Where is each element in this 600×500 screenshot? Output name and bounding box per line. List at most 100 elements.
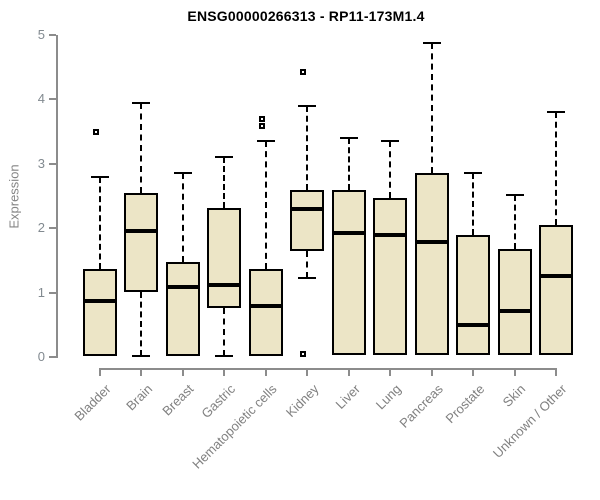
outlier-hematopoietic-cells xyxy=(258,115,265,122)
upper-whisker-pancreas xyxy=(430,43,433,174)
median-skin xyxy=(497,308,532,313)
x-axis-tick xyxy=(306,370,309,376)
box-brain xyxy=(124,192,159,292)
upper-whisker-cap-pancreas xyxy=(422,42,441,45)
median-lung xyxy=(373,232,408,237)
x-tick-label: Prostate xyxy=(442,381,487,427)
upper-whisker-cap-prostate xyxy=(464,172,483,175)
box-unknown-other xyxy=(539,224,573,356)
lower-whisker-cap-gastric xyxy=(215,354,234,357)
x-tick-label: Breast xyxy=(159,381,197,419)
y-axis-tick xyxy=(49,34,56,36)
median-liver xyxy=(331,231,366,236)
box-skin xyxy=(497,248,532,356)
box-pancreas xyxy=(414,173,449,356)
upper-whisker-cap-bladder xyxy=(91,175,109,178)
outlier-bladder xyxy=(93,128,99,135)
lower-whisker-cap-brain xyxy=(132,354,151,357)
box-kidney xyxy=(290,189,325,251)
y-axis-tick xyxy=(49,227,56,230)
upper-whisker-bladder xyxy=(99,176,101,269)
median-unknown-other xyxy=(539,273,573,278)
box-prostate xyxy=(456,235,491,356)
upper-whisker-liver xyxy=(347,138,350,190)
x-tick-label: Pancreas xyxy=(396,381,446,431)
chart-title: ENSG00000266313 - RP11-173M1.4 xyxy=(187,8,425,24)
x-axis-tick xyxy=(555,370,557,376)
x-axis-tick xyxy=(430,370,433,376)
upper-whisker-cap-hematopoietic-cells xyxy=(256,140,275,143)
y-axis-title: Expression xyxy=(6,164,22,229)
upper-whisker-cap-gastric xyxy=(215,156,234,159)
upper-whisker-cap-breast xyxy=(173,172,192,175)
x-tick-label: Kidney xyxy=(282,381,322,421)
x-tick-label: Gastric xyxy=(198,381,239,422)
y-axis-line xyxy=(56,35,58,358)
outlier-hematopoietic-cells xyxy=(258,122,265,129)
y-axis-tick xyxy=(49,162,56,165)
upper-whisker-prostate xyxy=(472,173,475,236)
x-tick-label: Bladder xyxy=(71,381,114,424)
y-tick-label: 1 xyxy=(37,284,45,300)
median-bladder xyxy=(83,298,117,303)
upper-whisker-cap-unknown-other xyxy=(547,111,565,114)
y-axis-tick xyxy=(49,98,56,101)
x-tick-label: Skin xyxy=(499,381,529,410)
lower-whisker-kidney xyxy=(306,250,309,279)
upper-whisker-cap-brain xyxy=(132,101,151,104)
upper-whisker-hematopoietic-cells xyxy=(264,141,267,269)
x-axis-tick xyxy=(140,370,143,376)
y-tick-label: 5 xyxy=(37,27,45,42)
median-gastric xyxy=(207,282,242,287)
median-brain xyxy=(124,229,159,234)
y-tick-label: 3 xyxy=(37,155,45,171)
box-breast xyxy=(165,262,200,356)
box-lung xyxy=(373,197,408,356)
upper-whisker-kidney xyxy=(306,105,309,190)
x-axis-tick xyxy=(223,370,226,376)
box-gastric xyxy=(207,208,242,309)
lower-whisker-gastric xyxy=(223,308,226,356)
upper-whisker-unknown-other xyxy=(555,112,557,225)
median-kidney xyxy=(290,206,325,211)
x-tick-label: Liver xyxy=(332,381,363,412)
upper-whisker-skin xyxy=(513,194,516,249)
x-tick-label: Brain xyxy=(123,381,156,414)
x-axis-tick xyxy=(99,370,101,376)
median-breast xyxy=(165,284,200,289)
x-tick-label: Unknown / Other xyxy=(490,381,570,461)
x-axis-line xyxy=(99,368,557,370)
median-prostate xyxy=(456,322,491,327)
upper-whisker-brain xyxy=(140,102,143,193)
box-hematopoietic-cells xyxy=(248,268,283,356)
lower-whisker-brain xyxy=(140,291,143,356)
y-axis-tick xyxy=(49,356,56,358)
x-tick-label: Lung xyxy=(373,381,405,413)
x-axis-tick xyxy=(264,370,267,376)
x-axis-tick xyxy=(181,370,184,376)
x-axis-tick xyxy=(347,370,350,376)
box-bladder xyxy=(83,268,117,356)
lower-whisker-cap-kidney xyxy=(298,277,317,280)
x-tick-label: Hematopoietic cells xyxy=(189,381,280,472)
y-tick-label: 4 xyxy=(37,91,45,107)
y-axis-tick xyxy=(49,291,56,294)
y-tick-label: 2 xyxy=(37,220,45,236)
x-axis-tick xyxy=(472,370,475,376)
y-tick-label: 0 xyxy=(37,349,45,364)
upper-whisker-cap-kidney xyxy=(298,104,317,107)
upper-whisker-cap-lung xyxy=(381,140,400,143)
outlier-kidney xyxy=(300,350,307,357)
outlier-kidney xyxy=(300,69,307,76)
box-liver xyxy=(331,189,366,356)
upper-whisker-gastric xyxy=(223,157,226,209)
upper-whisker-lung xyxy=(389,141,392,198)
x-axis-tick xyxy=(513,370,516,376)
upper-whisker-breast xyxy=(181,173,184,263)
median-hematopoietic-cells xyxy=(248,304,283,309)
x-axis-tick xyxy=(389,370,392,376)
median-pancreas xyxy=(414,240,449,245)
upper-whisker-cap-liver xyxy=(339,137,358,140)
upper-whisker-cap-skin xyxy=(505,193,524,196)
